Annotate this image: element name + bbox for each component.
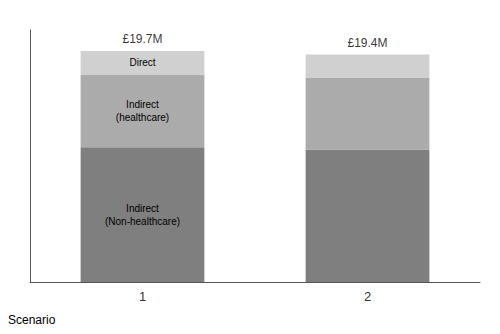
svg-text:(Non-healthcare): (Non-healthcare) [105, 216, 180, 227]
svg-text:Indirect: Indirect [126, 99, 159, 110]
svg-text:1: 1 [139, 289, 146, 304]
svg-text:£19.7M: £19.7M [122, 32, 162, 46]
svg-text:2: 2 [364, 289, 371, 304]
svg-text:£19.4M: £19.4M [347, 36, 387, 50]
svg-text:(healthcare): (healthcare) [116, 112, 169, 123]
svg-text:Direct: Direct [129, 57, 155, 68]
svg-text:Scenario: Scenario [8, 313, 56, 327]
svg-text:Indirect: Indirect [126, 203, 159, 214]
